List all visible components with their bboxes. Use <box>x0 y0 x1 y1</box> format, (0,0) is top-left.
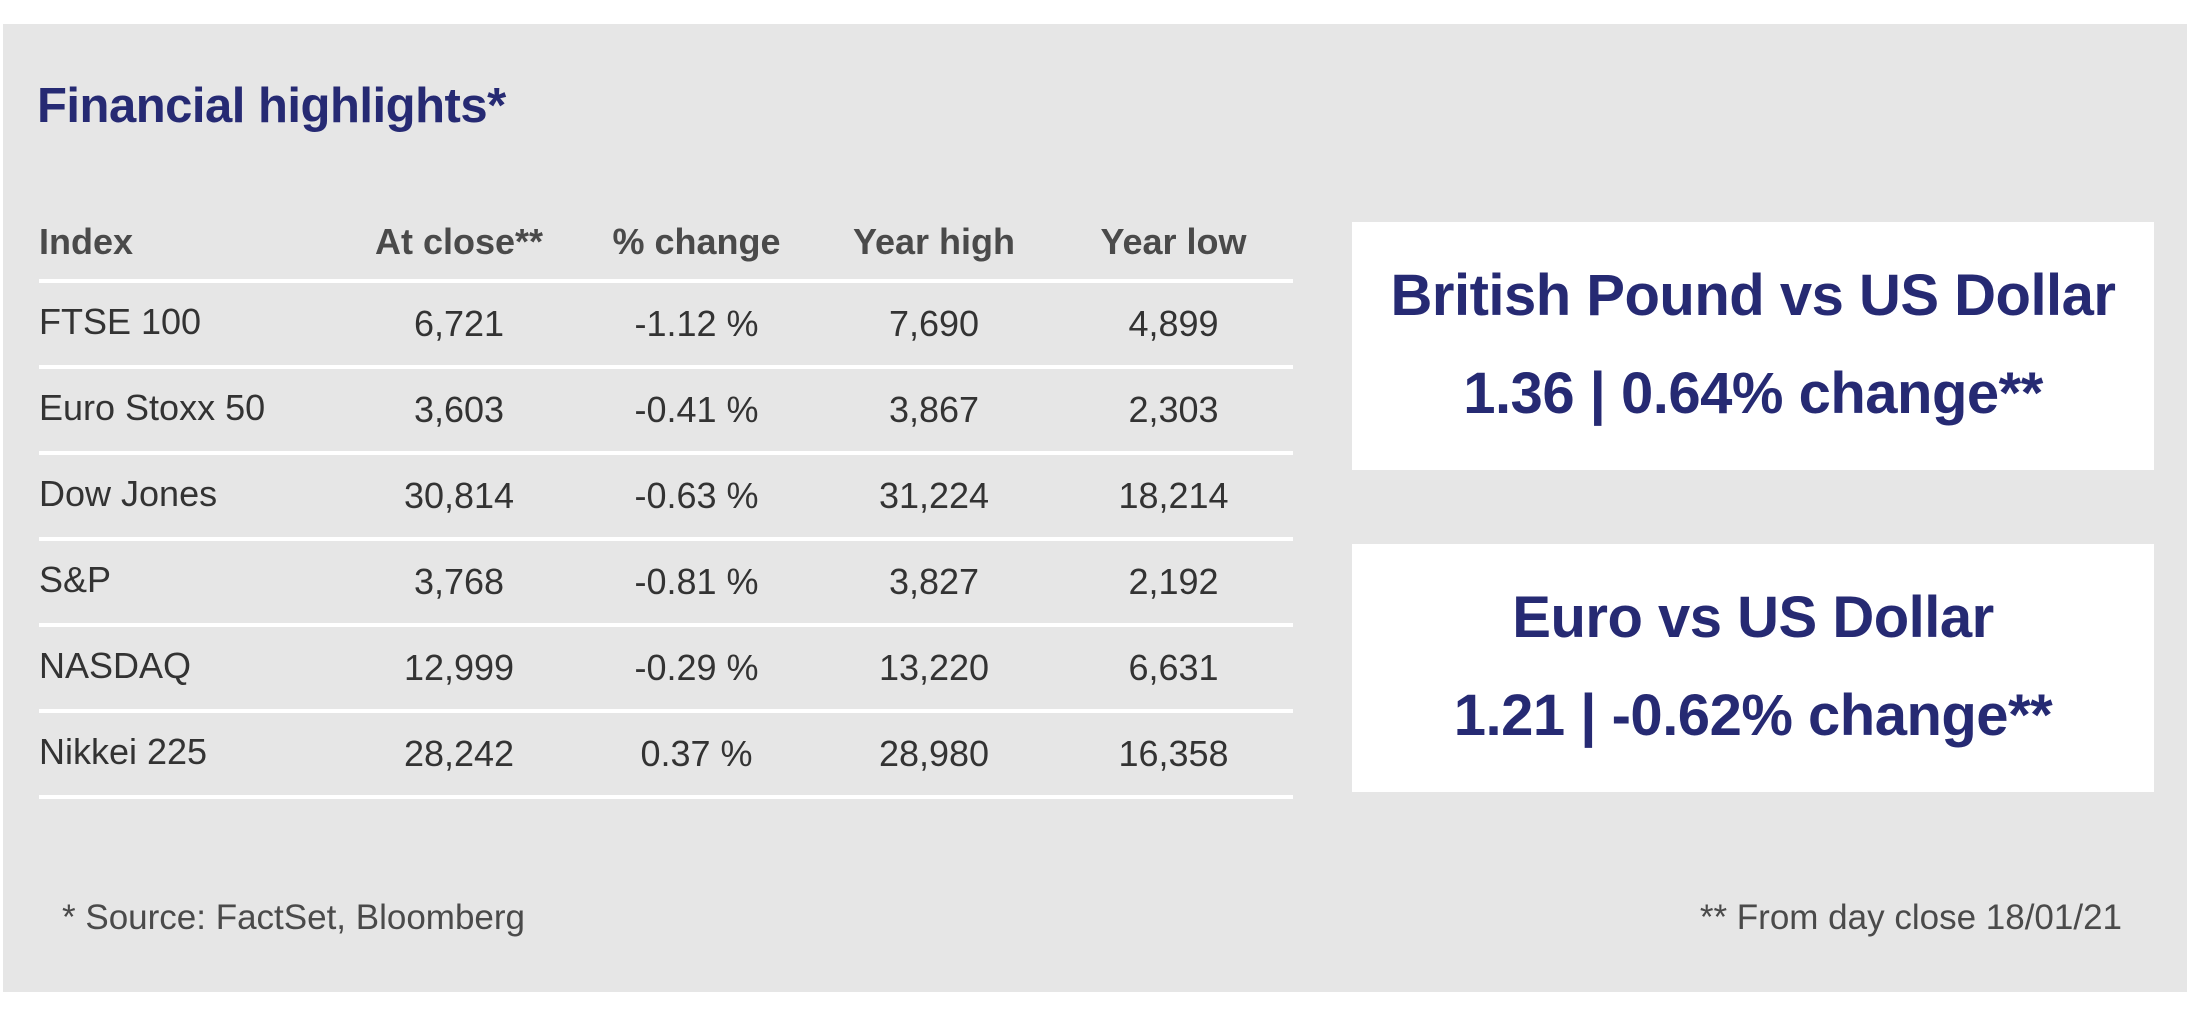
cell-year-high: 7,690 <box>814 281 1054 369</box>
table-row: Nikkei 225 28,242 0.37 % 28,980 16,358 <box>39 711 1293 799</box>
cell-year-low: 6,631 <box>1054 625 1293 713</box>
page-title: Financial highlights* <box>37 79 506 133</box>
cell-year-low: 4,899 <box>1054 281 1293 369</box>
column-header-at-close: At close** <box>339 204 579 283</box>
cell-year-low: 2,303 <box>1054 367 1293 455</box>
cell-index-name: Nikkei 225 <box>39 711 339 799</box>
cell-index-name: NASDAQ <box>39 625 339 713</box>
cell-index-name: FTSE 100 <box>39 281 339 369</box>
column-header-percent-change: % change <box>579 204 814 283</box>
cell-index-name: Euro Stoxx 50 <box>39 367 339 455</box>
table-row: Dow Jones 30,814 -0.63 % 31,224 18,214 <box>39 453 1293 541</box>
eur-usd-rate-box: Euro vs US Dollar 1.21 | -0.62% change** <box>1352 544 2154 792</box>
cell-year-high: 13,220 <box>814 625 1054 713</box>
gbp-usd-title: British Pound vs US Dollar <box>1390 263 2117 328</box>
cell-at-close: 28,242 <box>339 711 579 799</box>
cell-year-high: 3,867 <box>814 367 1054 455</box>
table-row: FTSE 100 6,721 -1.12 % 7,690 4,899 <box>39 281 1293 369</box>
eur-usd-value: 1.21 | -0.62% change** <box>1453 683 2053 748</box>
column-header-year-low: Year low <box>1054 204 1293 283</box>
cell-at-close: 3,603 <box>339 367 579 455</box>
cell-index-name: Dow Jones <box>39 453 339 541</box>
cell-at-close: 3,768 <box>339 539 579 627</box>
cell-year-high: 3,827 <box>814 539 1054 627</box>
cell-percent-change: -0.81 % <box>579 539 814 627</box>
table-row: S&P 3,768 -0.81 % 3,827 2,192 <box>39 539 1293 627</box>
cell-at-close: 6,721 <box>339 281 579 369</box>
cell-percent-change: 0.37 % <box>579 711 814 799</box>
cell-year-low: 16,358 <box>1054 711 1293 799</box>
cell-year-high: 31,224 <box>814 453 1054 541</box>
cell-percent-change: -1.12 % <box>579 281 814 369</box>
cell-percent-change: -0.63 % <box>579 453 814 541</box>
cell-at-close: 30,814 <box>339 453 579 541</box>
gbp-usd-value: 1.36 | 0.64% change** <box>1463 361 2043 426</box>
eur-usd-title: Euro vs US Dollar <box>1512 585 1994 650</box>
table-header-row: Index At close** % change Year high Year… <box>39 204 1293 283</box>
source-footnote: * Source: FactSet, Bloomberg <box>62 898 525 937</box>
cell-percent-change: -0.41 % <box>579 367 814 455</box>
day-close-footnote: ** From day close 18/01/21 <box>1699 898 2122 937</box>
table-row: NASDAQ 12,999 -0.29 % 13,220 6,631 <box>39 625 1293 713</box>
column-header-year-high: Year high <box>814 204 1054 283</box>
cell-index-name: S&P <box>39 539 339 627</box>
table-row: Euro Stoxx 50 3,603 -0.41 % 3,867 2,303 <box>39 367 1293 455</box>
cell-percent-change: -0.29 % <box>579 625 814 713</box>
cell-year-low: 18,214 <box>1054 453 1293 541</box>
column-header-index: Index <box>39 204 339 283</box>
cell-year-low: 2,192 <box>1054 539 1293 627</box>
cell-year-high: 28,980 <box>814 711 1054 799</box>
gbp-usd-rate-box: British Pound vs US Dollar 1.36 | 0.64% … <box>1352 222 2154 470</box>
cell-at-close: 12,999 <box>339 625 579 713</box>
financial-table: Index At close** % change Year high Year… <box>39 204 1293 799</box>
